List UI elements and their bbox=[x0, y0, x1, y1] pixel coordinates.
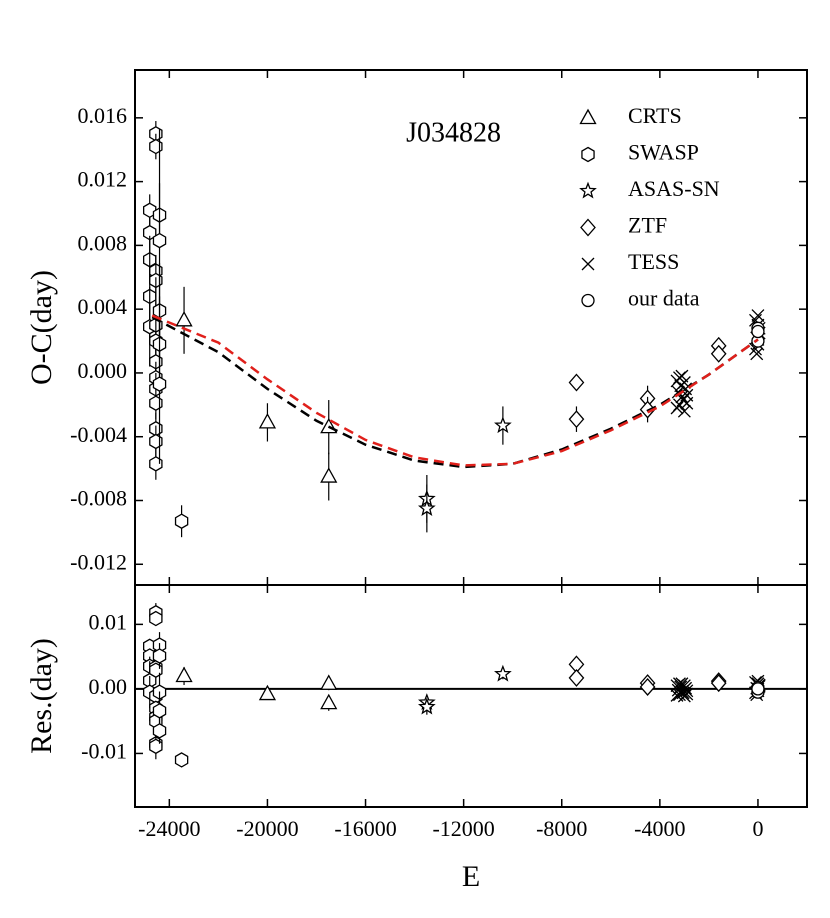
y-axis-label: Res.(day) bbox=[25, 638, 58, 754]
marker bbox=[320, 693, 338, 710]
legend-label: SWASP bbox=[628, 140, 699, 165]
marker bbox=[152, 376, 167, 392]
marker bbox=[417, 697, 436, 715]
plot-frame bbox=[134, 584, 808, 808]
y-tick-label: 0.008 bbox=[78, 230, 128, 255]
x-axis-label: E bbox=[462, 860, 480, 893]
marker bbox=[320, 674, 338, 690]
marker bbox=[673, 677, 686, 691]
marker bbox=[680, 687, 694, 701]
marker bbox=[149, 662, 163, 678]
x-tick-label: -16000 bbox=[334, 816, 396, 841]
x-tick-label: -20000 bbox=[236, 816, 298, 841]
marker bbox=[152, 648, 167, 664]
marker bbox=[174, 513, 189, 529]
marker bbox=[710, 344, 727, 363]
marker bbox=[494, 664, 512, 682]
marker bbox=[680, 396, 694, 410]
y-tick-label: 0.012 bbox=[78, 167, 128, 192]
marker bbox=[710, 674, 727, 693]
marker bbox=[670, 401, 684, 415]
marker bbox=[149, 738, 163, 755]
marker bbox=[751, 682, 765, 696]
marker bbox=[152, 723, 167, 739]
marker bbox=[149, 395, 163, 411]
y-tick-label: 0.004 bbox=[78, 294, 128, 319]
x-tick-label: -8000 bbox=[536, 816, 587, 841]
marker bbox=[258, 684, 277, 701]
marker bbox=[568, 668, 585, 687]
legend-marker bbox=[579, 181, 597, 199]
x-tick-label: -12000 bbox=[432, 816, 494, 841]
marker bbox=[677, 404, 691, 418]
legend-label: ZTF bbox=[628, 213, 667, 238]
y-tick-label: 0.01 bbox=[89, 609, 128, 634]
marker bbox=[751, 324, 765, 339]
fit-line bbox=[151, 316, 759, 469]
marker bbox=[152, 232, 167, 249]
x-tick-label: 0 bbox=[752, 816, 763, 841]
marker bbox=[568, 410, 585, 429]
marker bbox=[174, 752, 189, 768]
marker bbox=[568, 373, 585, 392]
legend-label: our data bbox=[628, 286, 700, 311]
y-axis-label: O-C(day) bbox=[25, 270, 58, 385]
legend-marker bbox=[581, 293, 595, 308]
marker bbox=[417, 499, 436, 517]
marker bbox=[494, 416, 512, 434]
marker bbox=[149, 138, 163, 155]
marker bbox=[175, 666, 193, 683]
legend-marker bbox=[580, 218, 596, 237]
marker bbox=[750, 347, 764, 361]
plot-area bbox=[135, 603, 807, 768]
y-tick-label: -0.004 bbox=[70, 422, 127, 447]
y-tick-label: 0.000 bbox=[78, 358, 128, 383]
marker bbox=[751, 309, 765, 323]
y-tick-label: -0.01 bbox=[81, 738, 127, 763]
legend-marker bbox=[581, 257, 595, 271]
marker bbox=[677, 679, 691, 693]
y-tick-label: 0.016 bbox=[78, 103, 128, 128]
legend-label: TESS bbox=[628, 249, 679, 274]
legend-marker bbox=[579, 108, 597, 125]
legend-marker bbox=[581, 146, 595, 163]
plot-area bbox=[143, 121, 766, 538]
legend-label: CRTS bbox=[628, 103, 682, 128]
marker bbox=[149, 610, 163, 627]
x-tick-label: -4000 bbox=[634, 816, 685, 841]
y-tick-label: -0.012 bbox=[70, 549, 127, 574]
marker bbox=[320, 467, 338, 483]
marker bbox=[258, 413, 277, 429]
annotation: J034828 bbox=[406, 117, 501, 148]
marker bbox=[152, 703, 167, 719]
y-tick-label: 0.00 bbox=[89, 674, 128, 699]
legend-label: ASAS-SN bbox=[628, 176, 720, 201]
x-tick-label: -24000 bbox=[138, 816, 200, 841]
marker bbox=[639, 677, 656, 696]
marker bbox=[175, 310, 193, 327]
fit-line bbox=[151, 314, 759, 467]
marker bbox=[149, 456, 163, 472]
y-tick-label: -0.008 bbox=[70, 486, 127, 511]
